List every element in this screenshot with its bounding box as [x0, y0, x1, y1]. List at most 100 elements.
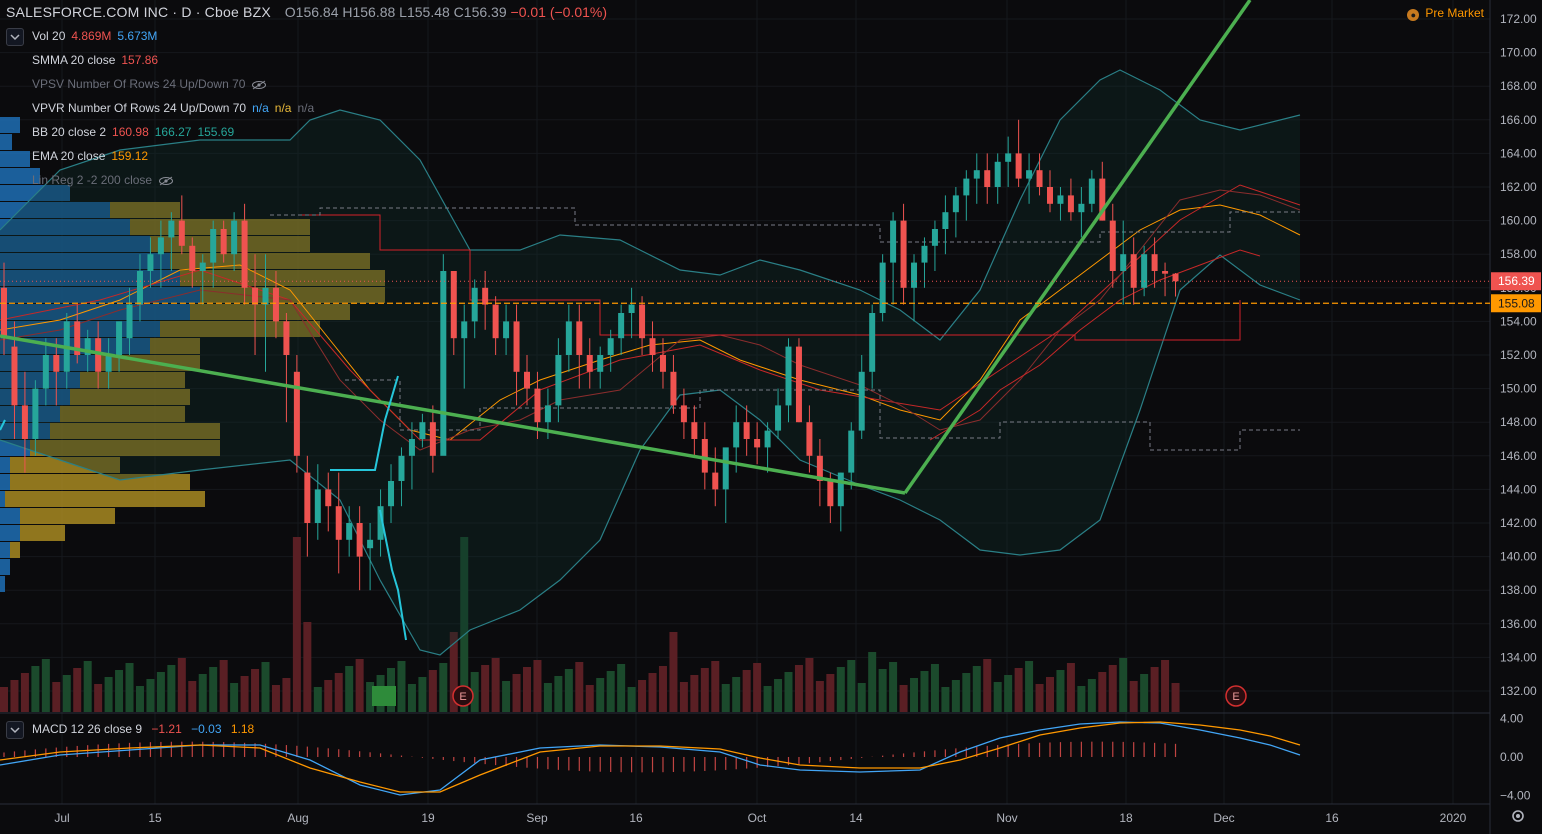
volume-bar: [564, 669, 573, 712]
candle-body: [482, 287, 489, 305]
eye-off-icon[interactable]: [158, 176, 174, 186]
symbol-title[interactable]: SALESFORCE.COM INC · D · Cboe BZX: [6, 4, 271, 20]
candle-body: [764, 430, 771, 448]
gear-icon[interactable]: [1510, 808, 1526, 824]
volume-bar: [868, 652, 877, 712]
volume-bar: [209, 667, 218, 712]
price-tick-label: 160.00: [1500, 214, 1537, 228]
volume-bar: [115, 670, 124, 712]
indicator-name: SMMA 20 close: [32, 53, 116, 67]
candle-body: [911, 262, 918, 288]
price-tick-label: 164.00: [1500, 146, 1537, 160]
volume-bar: [899, 685, 908, 712]
volume-bar: [240, 676, 249, 712]
volume-profile-down: [80, 372, 185, 388]
candle-body: [795, 346, 802, 423]
volume-bar: [763, 686, 772, 712]
time-tick-label: 2020: [1440, 811, 1467, 825]
volume-profile-up: [0, 270, 180, 286]
volume-profile-up: [0, 185, 70, 201]
candle-body: [1099, 178, 1106, 221]
macd-pane: [0, 721, 1301, 796]
bollinger-basis: [0, 189, 1301, 451]
eye-off-icon[interactable]: [251, 80, 267, 90]
indicator-legend-item[interactable]: Vol 20 4.869M 5.673M: [32, 29, 157, 43]
volume-bar: [983, 659, 992, 712]
price-tick-label: 148.00: [1500, 415, 1537, 429]
volume-profile-down: [110, 202, 180, 218]
candle-body: [1005, 153, 1012, 162]
candle-body: [210, 229, 217, 263]
indicator-value: 4.869M: [71, 29, 112, 43]
volume-bar: [554, 676, 563, 712]
volume-bar: [0, 687, 8, 712]
volume-profile-down: [70, 389, 190, 405]
volume-bar: [711, 661, 720, 712]
candle-body: [942, 212, 949, 229]
volume-profile-up: [0, 168, 40, 184]
candle-body: [11, 346, 18, 406]
volume-bar: [324, 680, 333, 712]
volume-bar: [449, 632, 458, 712]
candle-body: [513, 321, 520, 372]
macd-value-1: −1.21: [151, 722, 182, 736]
volume-profile-up: [0, 236, 150, 252]
candle-body: [325, 489, 332, 507]
volume-profile-up: [0, 287, 200, 303]
premarket-badge[interactable]: ● Pre Market: [1407, 6, 1484, 21]
volume-bar: [658, 666, 667, 712]
candle-body: [1109, 220, 1116, 271]
volume-bar: [135, 686, 144, 712]
volume-bar: [1171, 683, 1180, 712]
indicator-legend-item[interactable]: BB 20 close 2 160.98 166.27 155.69: [32, 125, 234, 139]
candle-body: [346, 523, 353, 540]
candle-body: [168, 220, 175, 238]
vpsv-dashed-lower: [345, 379, 1300, 451]
candle-body: [743, 422, 750, 439]
candle-body: [544, 405, 551, 423]
indicator-legend-item[interactable]: VPVR Number Of Rows 24 Up/Down 70 n/a n/a n…: [32, 101, 314, 115]
candle-body: [1015, 153, 1022, 179]
volume-bar: [470, 672, 479, 712]
volume-bar: [941, 687, 950, 712]
line-price-badge: [1491, 294, 1541, 313]
candle-body: [272, 287, 279, 322]
volume-bar: [1046, 677, 1054, 712]
volume-bar: [460, 537, 469, 712]
indicator-legend-item[interactable]: SMMA 20 close 157.86: [32, 53, 158, 67]
candle-body: [105, 355, 112, 372]
volume-bar: [1108, 665, 1117, 712]
volume-bar: [1087, 679, 1096, 712]
candle-body: [231, 220, 238, 255]
candle-body: [586, 355, 593, 372]
volume-bar: [230, 683, 239, 712]
collapse-legend-button[interactable]: [6, 28, 24, 46]
price-tick-label: 170.00: [1500, 46, 1537, 60]
indicator-legend-item[interactable]: EMA 20 close 159.12: [32, 149, 148, 163]
volume-profile-down: [50, 423, 220, 439]
price-tick-label: 162.00: [1500, 180, 1537, 194]
chevron-down-icon: [10, 727, 20, 734]
price-tick-label: 134.00: [1500, 650, 1537, 664]
chevron-down-icon: [10, 34, 20, 41]
volume-bar: [345, 666, 354, 712]
candle-body: [304, 472, 311, 523]
candle-body: [199, 262, 206, 271]
volume-bar: [481, 665, 490, 712]
volume-profile-up: [0, 151, 30, 167]
volume-bar: [669, 632, 678, 712]
indicator-legend-item[interactable]: Lin Reg 2 -2 200 close: [32, 173, 174, 187]
price-tick-label: 144.00: [1500, 482, 1537, 496]
volume-profile-down: [20, 525, 65, 541]
candle-body: [733, 422, 740, 448]
candle-body: [565, 321, 572, 355]
collapse-macd-button[interactable]: [6, 721, 24, 739]
volume-bar: [41, 659, 50, 712]
cyan-path-up: [330, 375, 399, 471]
volume-bar: [533, 660, 542, 712]
volume-bar: [188, 681, 197, 712]
volume-bar: [1140, 674, 1149, 712]
indicator-legend-item[interactable]: VPSV Number Of Rows 24 Up/Down 70: [32, 77, 267, 91]
indicator-value: 5.673M: [117, 29, 158, 43]
